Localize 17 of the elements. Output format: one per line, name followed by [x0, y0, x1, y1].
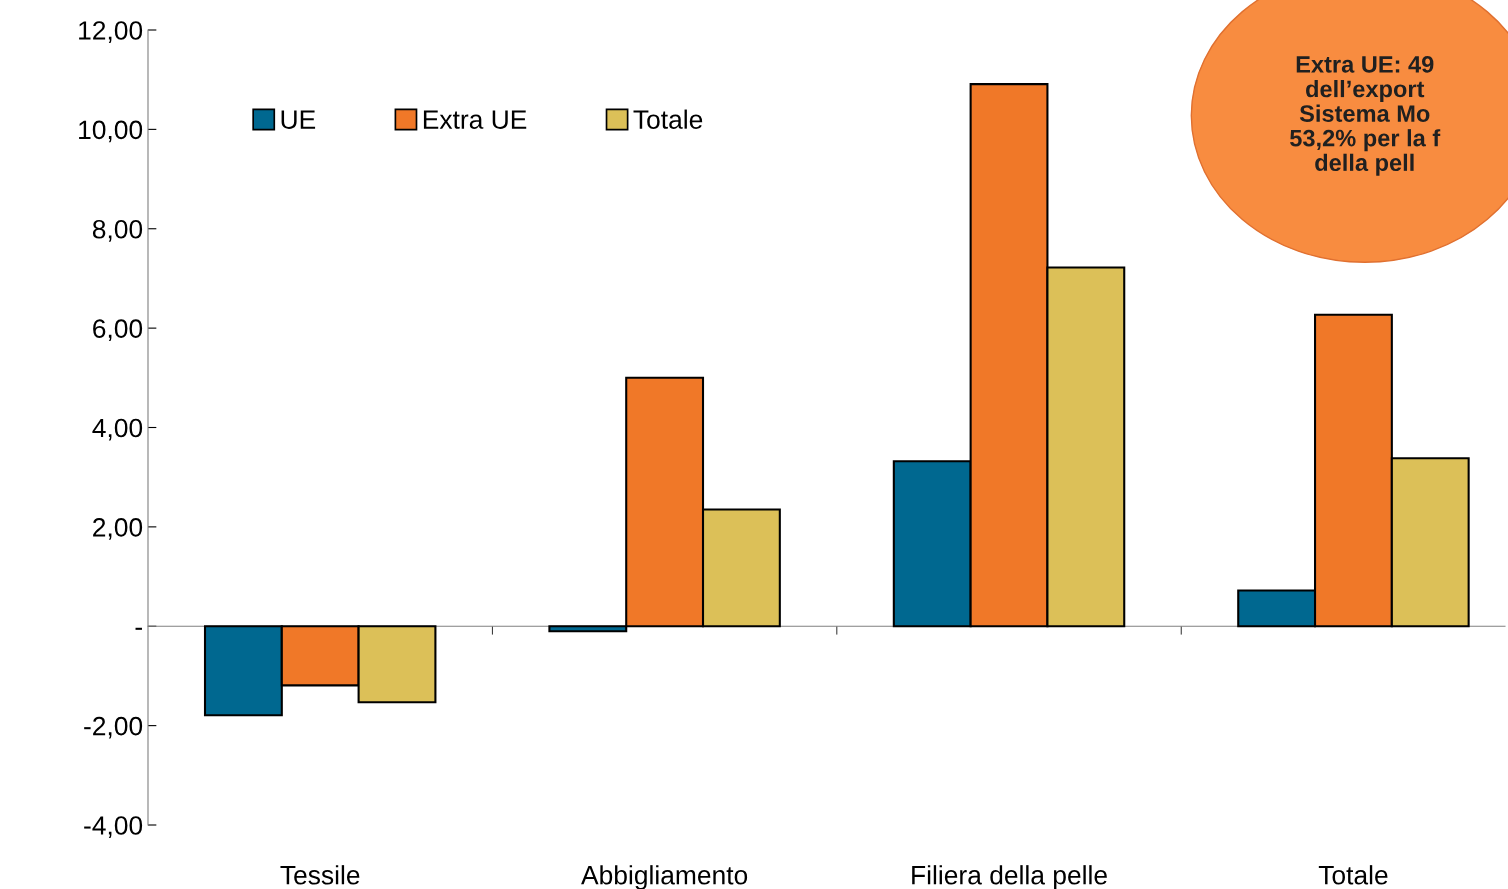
legend-label: Totale — [633, 109, 703, 129]
x-tick-label: Totale — [1318, 865, 1388, 885]
y-tick-label: - — [135, 627, 142, 630]
y-tick-label: 12,00 — [79, 21, 143, 43]
y-tick-label: 2,00 — [93, 518, 143, 540]
legend-label: Extra UE — [423, 110, 527, 129]
y-tick-label: -2,00 — [84, 716, 143, 739]
x-tick-label: Tessile — [280, 865, 360, 885]
y-tick-label: 8,00 — [92, 219, 143, 242]
x-tick-label: Abbigliamento — [581, 865, 748, 889]
y-tick-label: -4,00 — [84, 816, 143, 838]
y-tick-label: 4,00 — [92, 418, 143, 441]
annotation: Extra UE: 49 dell’export Sistema Mo 53,2% per la f della pell — [1290, 56, 1441, 176]
legend-label: UE — [281, 110, 316, 129]
y-tick-label: 6,00 — [93, 319, 143, 342]
x-tick-label: Filiera della pelle — [912, 865, 1107, 889]
y-tick-label: 10,00 — [79, 120, 143, 143]
